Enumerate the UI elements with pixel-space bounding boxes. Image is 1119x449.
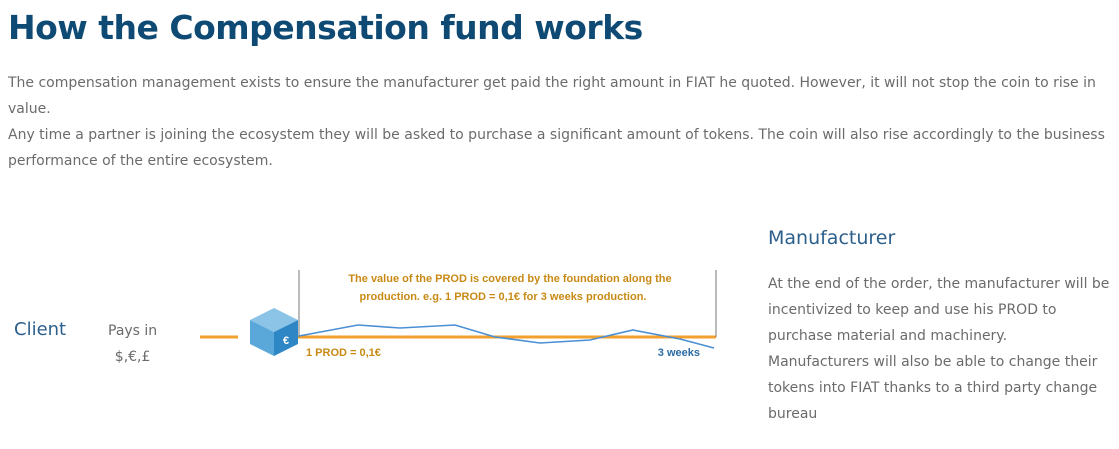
intro-paragraph: Any time a partner is joining the ecosys…	[8, 127, 1105, 169]
manufacturer-text: At the end of the order, the manufacture…	[768, 271, 1113, 427]
intro: The compensation management exists to en…	[8, 70, 1108, 174]
graph: € The value of the PROD is covered by th…	[200, 270, 717, 359]
title: How the Compensation fund works	[8, 8, 643, 47]
graph-note: The value of the PROD is covered by the …	[348, 273, 671, 285]
value-line	[298, 324, 715, 349]
manufacturer-heading: Manufacturer	[768, 227, 896, 249]
client-label: Client	[14, 319, 67, 340]
graph-note: production. e.g. 1 PROD = 0,1€ for 3 wee…	[360, 291, 647, 303]
manufacturer-paragraph: Manufacturers will also be able to chang…	[768, 354, 1098, 422]
svg-text:€: €	[283, 335, 289, 347]
start-label: 1 PROD = 0,1€	[306, 347, 381, 359]
end-label: 3 weeks	[658, 347, 700, 359]
manufacturer-paragraph: At the end of the order, the manufacture…	[768, 276, 1110, 344]
pays-in-label: Pays in	[108, 323, 158, 339]
cube-icon: €	[250, 308, 298, 356]
intro-paragraph: The compensation management exists to en…	[8, 75, 1096, 117]
pays-in: Pays in $,€,£	[108, 318, 157, 370]
currencies: $,€,£	[114, 349, 151, 365]
